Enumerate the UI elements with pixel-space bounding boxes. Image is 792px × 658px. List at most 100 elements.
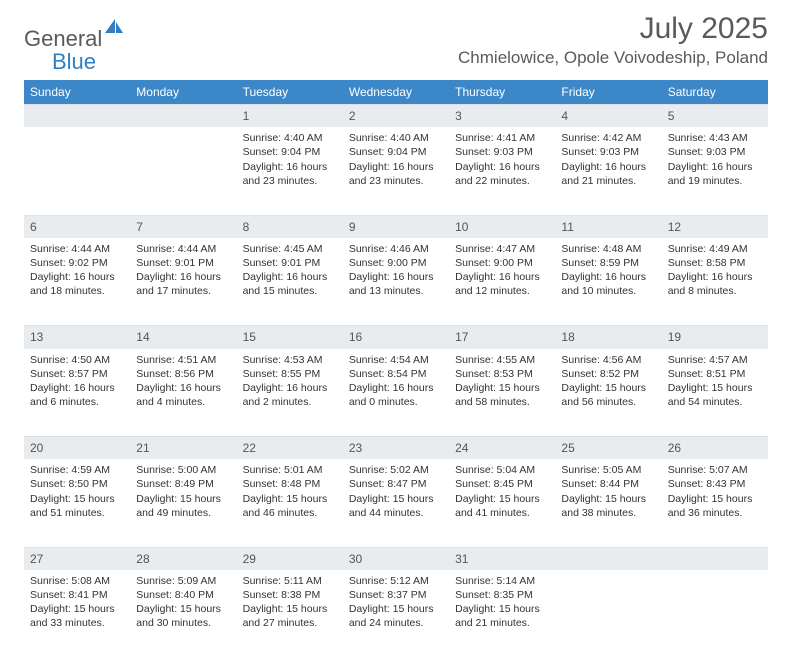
day-number-cell (24, 105, 130, 128)
day-content: Sunrise: 4:59 AMSunset: 8:50 PMDaylight:… (24, 459, 130, 528)
day-number-row: 12345 (24, 105, 768, 128)
day-content: Sunrise: 4:47 AMSunset: 9:00 PMDaylight:… (449, 238, 555, 307)
day-content: Sunrise: 5:02 AMSunset: 8:47 PMDaylight:… (343, 459, 449, 528)
day-content: Sunrise: 4:48 AMSunset: 8:59 PMDaylight:… (555, 238, 661, 307)
day-cell (130, 127, 236, 215)
day-cell: Sunrise: 4:57 AMSunset: 8:51 PMDaylight:… (662, 349, 768, 437)
day-cell: Sunrise: 4:53 AMSunset: 8:55 PMDaylight:… (237, 349, 343, 437)
day-number-cell: 14 (130, 326, 236, 349)
day-cell: Sunrise: 5:08 AMSunset: 8:41 PMDaylight:… (24, 570, 130, 658)
day-cell: Sunrise: 5:02 AMSunset: 8:47 PMDaylight:… (343, 459, 449, 547)
weekday-header: Tuesday (237, 80, 343, 105)
day-number-cell: 31 (449, 547, 555, 570)
day-cell (662, 570, 768, 658)
weekday-header: Friday (555, 80, 661, 105)
day-body-row: Sunrise: 4:40 AMSunset: 9:04 PMDaylight:… (24, 127, 768, 215)
day-cell: Sunrise: 4:45 AMSunset: 9:01 PMDaylight:… (237, 238, 343, 326)
day-number-cell: 22 (237, 437, 343, 460)
day-content: Sunrise: 4:53 AMSunset: 8:55 PMDaylight:… (237, 349, 343, 418)
day-cell: Sunrise: 4:44 AMSunset: 9:02 PMDaylight:… (24, 238, 130, 326)
day-body-row: Sunrise: 4:50 AMSunset: 8:57 PMDaylight:… (24, 349, 768, 437)
day-cell: Sunrise: 5:01 AMSunset: 8:48 PMDaylight:… (237, 459, 343, 547)
day-cell: Sunrise: 5:04 AMSunset: 8:45 PMDaylight:… (449, 459, 555, 547)
day-cell: Sunrise: 5:11 AMSunset: 8:38 PMDaylight:… (237, 570, 343, 658)
day-number-cell: 18 (555, 326, 661, 349)
day-content: Sunrise: 4:51 AMSunset: 8:56 PMDaylight:… (130, 349, 236, 418)
day-number-cell: 9 (343, 215, 449, 238)
day-number-cell: 6 (24, 215, 130, 238)
month-title: July 2025 (458, 12, 768, 46)
day-number-cell: 26 (662, 437, 768, 460)
day-number-cell: 30 (343, 547, 449, 570)
day-number-cell: 21 (130, 437, 236, 460)
day-cell: Sunrise: 4:41 AMSunset: 9:03 PMDaylight:… (449, 127, 555, 215)
day-cell: Sunrise: 5:09 AMSunset: 8:40 PMDaylight:… (130, 570, 236, 658)
day-cell: Sunrise: 5:05 AMSunset: 8:44 PMDaylight:… (555, 459, 661, 547)
day-cell: Sunrise: 4:49 AMSunset: 8:58 PMDaylight:… (662, 238, 768, 326)
brand-word-1: General (24, 26, 102, 51)
day-content: Sunrise: 4:50 AMSunset: 8:57 PMDaylight:… (24, 349, 130, 418)
day-content: Sunrise: 4:44 AMSunset: 9:01 PMDaylight:… (130, 238, 236, 307)
brand-word-2: Blue (52, 49, 96, 74)
calendar-header-row: SundayMondayTuesdayWednesdayThursdayFrid… (24, 80, 768, 105)
day-cell: Sunrise: 5:07 AMSunset: 8:43 PMDaylight:… (662, 459, 768, 547)
day-content: Sunrise: 4:44 AMSunset: 9:02 PMDaylight:… (24, 238, 130, 307)
day-content: Sunrise: 5:04 AMSunset: 8:45 PMDaylight:… (449, 459, 555, 528)
day-content: Sunrise: 4:55 AMSunset: 8:53 PMDaylight:… (449, 349, 555, 418)
page-header: General Blue July 2025 Chmielowice, Opol… (24, 12, 768, 74)
day-cell: Sunrise: 4:55 AMSunset: 8:53 PMDaylight:… (449, 349, 555, 437)
calendar-table: SundayMondayTuesdayWednesdayThursdayFrid… (24, 80, 768, 658)
day-number-cell: 27 (24, 547, 130, 570)
weekday-header: Sunday (24, 80, 130, 105)
day-number-row: 6789101112 (24, 215, 768, 238)
day-number-row: 2728293031 (24, 547, 768, 570)
brand-logo: General Blue (24, 18, 124, 74)
day-content: Sunrise: 5:01 AMSunset: 8:48 PMDaylight:… (237, 459, 343, 528)
day-cell: Sunrise: 4:50 AMSunset: 8:57 PMDaylight:… (24, 349, 130, 437)
day-cell: Sunrise: 4:51 AMSunset: 8:56 PMDaylight:… (130, 349, 236, 437)
day-content: Sunrise: 4:45 AMSunset: 9:01 PMDaylight:… (237, 238, 343, 307)
day-number-row: 20212223242526 (24, 437, 768, 460)
day-content: Sunrise: 4:46 AMSunset: 9:00 PMDaylight:… (343, 238, 449, 307)
day-number-cell (555, 547, 661, 570)
day-cell: Sunrise: 4:40 AMSunset: 9:04 PMDaylight:… (237, 127, 343, 215)
day-number-cell (130, 105, 236, 128)
day-number-cell: 17 (449, 326, 555, 349)
day-cell: Sunrise: 4:43 AMSunset: 9:03 PMDaylight:… (662, 127, 768, 215)
day-number-cell: 11 (555, 215, 661, 238)
day-number-cell: 25 (555, 437, 661, 460)
day-content: Sunrise: 4:43 AMSunset: 9:03 PMDaylight:… (662, 127, 768, 196)
location-text: Chmielowice, Opole Voivodeship, Poland (458, 48, 768, 68)
day-cell: Sunrise: 5:14 AMSunset: 8:35 PMDaylight:… (449, 570, 555, 658)
day-number-cell: 5 (662, 105, 768, 128)
day-content: Sunrise: 5:12 AMSunset: 8:37 PMDaylight:… (343, 570, 449, 639)
day-number-cell (662, 547, 768, 570)
day-content: Sunrise: 5:08 AMSunset: 8:41 PMDaylight:… (24, 570, 130, 639)
day-content: Sunrise: 4:42 AMSunset: 9:03 PMDaylight:… (555, 127, 661, 196)
day-cell: Sunrise: 4:44 AMSunset: 9:01 PMDaylight:… (130, 238, 236, 326)
day-cell: Sunrise: 4:48 AMSunset: 8:59 PMDaylight:… (555, 238, 661, 326)
day-cell: Sunrise: 4:54 AMSunset: 8:54 PMDaylight:… (343, 349, 449, 437)
day-cell: Sunrise: 5:12 AMSunset: 8:37 PMDaylight:… (343, 570, 449, 658)
day-number-cell: 29 (237, 547, 343, 570)
day-cell (555, 570, 661, 658)
day-number-cell: 23 (343, 437, 449, 460)
day-content: Sunrise: 4:56 AMSunset: 8:52 PMDaylight:… (555, 349, 661, 418)
day-number-cell: 15 (237, 326, 343, 349)
day-number-cell: 20 (24, 437, 130, 460)
day-number-cell: 12 (662, 215, 768, 238)
day-content: Sunrise: 4:40 AMSunset: 9:04 PMDaylight:… (237, 127, 343, 196)
day-cell: Sunrise: 4:42 AMSunset: 9:03 PMDaylight:… (555, 127, 661, 215)
day-content: Sunrise: 5:07 AMSunset: 8:43 PMDaylight:… (662, 459, 768, 528)
title-block: July 2025 Chmielowice, Opole Voivodeship… (458, 12, 768, 68)
day-number-cell: 10 (449, 215, 555, 238)
day-cell: Sunrise: 4:40 AMSunset: 9:04 PMDaylight:… (343, 127, 449, 215)
day-content: Sunrise: 4:49 AMSunset: 8:58 PMDaylight:… (662, 238, 768, 307)
day-number-cell: 16 (343, 326, 449, 349)
day-content: Sunrise: 5:05 AMSunset: 8:44 PMDaylight:… (555, 459, 661, 528)
day-cell: Sunrise: 5:00 AMSunset: 8:49 PMDaylight:… (130, 459, 236, 547)
day-content: Sunrise: 5:00 AMSunset: 8:49 PMDaylight:… (130, 459, 236, 528)
day-number-cell: 8 (237, 215, 343, 238)
weekday-header: Monday (130, 80, 236, 105)
day-body-row: Sunrise: 5:08 AMSunset: 8:41 PMDaylight:… (24, 570, 768, 658)
